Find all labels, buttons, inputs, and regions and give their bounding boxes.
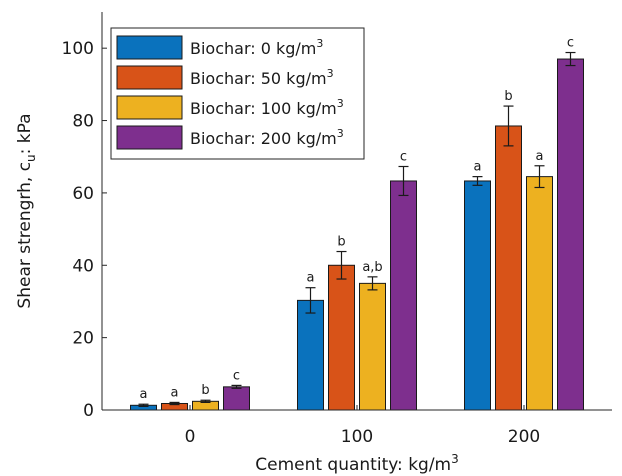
bar <box>297 299 324 411</box>
error-bar <box>472 176 483 186</box>
y-tick-label: 0 <box>83 401 94 421</box>
x-axis-title-superscript: 3 <box>451 452 459 466</box>
legend-label: Biochar: 50 kg/m3 <box>190 67 334 88</box>
significance-letter: c <box>400 149 407 164</box>
x-tick-label: 200 <box>508 427 540 447</box>
significance-letter: a <box>307 271 315 286</box>
x-axis-tick-labels: 0 100 200 <box>185 405 540 447</box>
significance-letter: b <box>201 383 209 398</box>
significance-letter: c <box>567 36 574 51</box>
error-bar <box>231 384 242 389</box>
error-bars-group <box>138 51 576 407</box>
bar <box>390 180 417 411</box>
y-axis-title-subscript: u <box>24 154 38 162</box>
significance-letter: c <box>233 368 240 383</box>
x-tick-label: 0 <box>185 427 196 447</box>
bar <box>495 125 522 411</box>
legend: Biochar: 0 kg/m3 Biochar: 50 kg/m3 Biochar… <box>110 27 365 160</box>
legend-item: Biochar: 50 kg/m3 <box>116 65 334 90</box>
legend-label: Biochar: 100 kg/m3 <box>190 97 344 118</box>
bar <box>359 282 386 411</box>
y-tick-label: 80 <box>72 112 94 132</box>
error-bar <box>367 276 378 291</box>
legend-label: Biochar: 200 kg/m3 <box>190 127 344 148</box>
bars-group <box>130 58 584 411</box>
significance-letters-group: a a b c a b a,b c a b a c <box>140 36 575 403</box>
legend-item: Biochar: 200 kg/m3 <box>116 125 344 150</box>
significance-letter: b <box>337 235 345 250</box>
error-bar <box>138 403 149 407</box>
y-tick-label: 100 <box>62 39 94 59</box>
y-tick-label: 60 <box>72 184 94 204</box>
x-tick-label: 100 <box>341 427 373 447</box>
y-axis-title: Shear strengrh, cu: kPa <box>15 113 38 308</box>
significance-letter: a,b <box>362 260 382 275</box>
error-bar <box>305 287 316 314</box>
significance-letter: a <box>140 387 148 402</box>
significance-letter: a <box>474 160 482 175</box>
legend-swatch <box>116 95 183 120</box>
error-bar <box>534 165 545 189</box>
error-bar <box>169 401 180 406</box>
y-tick-label: 20 <box>72 329 94 349</box>
significance-letter: a <box>536 149 544 164</box>
legend-swatch <box>116 125 183 150</box>
error-bar <box>565 51 576 67</box>
y-tick-label: 40 <box>72 256 94 276</box>
error-bar <box>200 399 211 404</box>
y-axis-ticks: 0 20 40 60 80 100 <box>62 39 107 421</box>
error-bar <box>503 105 514 147</box>
bar <box>557 58 584 411</box>
legend-item: Biochar: 100 kg/m3 <box>116 95 344 120</box>
legend-swatch <box>116 35 183 60</box>
legend-item: Biochar: 0 kg/m3 <box>116 35 323 60</box>
error-bar <box>398 165 409 197</box>
legend-label: Biochar: 0 kg/m3 <box>190 37 323 58</box>
error-bar <box>336 250 347 280</box>
y-axis-title-suffix: : kPa <box>15 113 35 154</box>
bar <box>526 176 553 411</box>
bar <box>223 386 250 411</box>
significance-letter: a <box>171 385 179 400</box>
significance-letter: b <box>504 89 512 104</box>
bar <box>464 180 491 411</box>
legend-swatch <box>116 65 183 90</box>
bar <box>328 264 355 411</box>
x-axis-title: Cement quantity: kg/m3 <box>255 452 459 475</box>
